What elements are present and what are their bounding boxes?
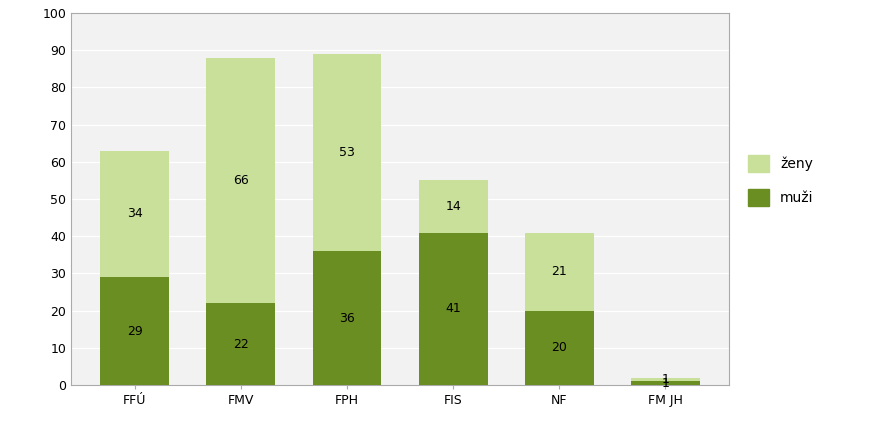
Text: 22: 22 — [233, 338, 249, 351]
Text: 53: 53 — [339, 146, 355, 159]
Text: 36: 36 — [339, 312, 355, 325]
Text: 14: 14 — [445, 200, 461, 213]
Text: 20: 20 — [551, 342, 567, 354]
Bar — [313, 251, 381, 385]
Bar — [100, 151, 169, 277]
Text: 41: 41 — [445, 302, 461, 315]
Bar — [100, 277, 169, 385]
Text: 34: 34 — [127, 208, 142, 220]
Bar — [631, 378, 700, 381]
Bar — [525, 232, 594, 311]
Legend: ženy, muži: ženy, muži — [742, 149, 819, 211]
Bar — [525, 311, 594, 385]
Bar — [313, 54, 381, 251]
Bar — [419, 181, 487, 232]
Text: 21: 21 — [551, 265, 567, 278]
Bar — [419, 232, 487, 385]
Text: 29: 29 — [127, 325, 142, 338]
Text: 66: 66 — [233, 174, 249, 187]
Bar — [206, 303, 276, 385]
Text: 1: 1 — [661, 377, 669, 390]
Bar — [631, 381, 700, 385]
Bar — [206, 57, 276, 303]
Text: 1: 1 — [661, 373, 669, 386]
